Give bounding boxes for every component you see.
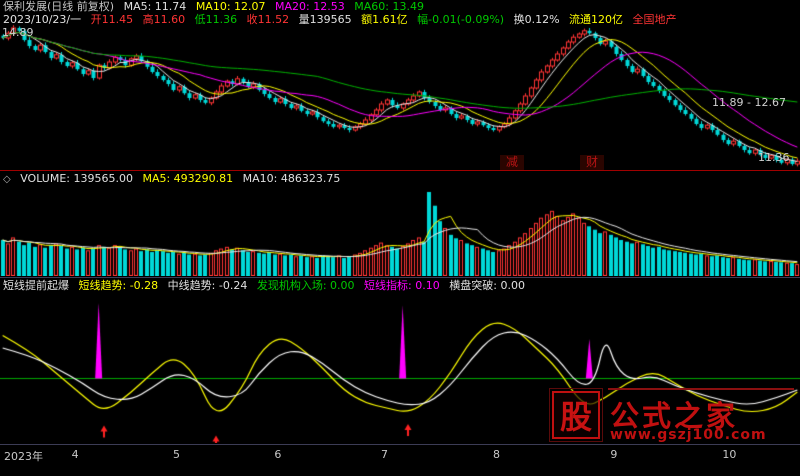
price-axis-label-low: 11.36 [758,151,790,164]
indicator-canvas[interactable] [0,293,800,443]
volume-bars-canvas[interactable] [0,186,800,276]
x-axis-month-label: 7 [381,448,388,461]
main-chart-header: 保利发展(日线 前复权) MA5: 11.74 MA10: 12.07 MA20… [3,1,430,13]
volume-ma10-value: MA10: 486323.75 [242,172,341,185]
pane-divider [0,170,800,171]
quote-close: 收11.52 [246,13,290,26]
pane-divider [0,277,800,278]
main-candlestick-canvas[interactable] [0,24,800,170]
watermark-char-left: 减 [500,155,524,170]
logo-divider-line [608,388,794,390]
quote-header: 2023/10/23/一 开11.45 高11.60 低11.36 收11.52… [3,14,683,26]
pane-toggle-icon[interactable]: ◇ [3,174,11,185]
quote-low: 低11.36 [194,13,238,26]
price-range-label: 11.89 - 12.67 [712,96,786,109]
quote-high: 高11.60 [142,13,186,26]
pane-divider [0,444,800,445]
short-trend-value: 短线趋势: -0.28 [78,279,159,292]
quote-amount: 额1.61亿 [361,13,408,26]
short-index-value: 短线指标: 0.10 [364,279,440,292]
ma20-value: MA20: 12.53 [275,0,345,13]
site-logo-badge: 股 [549,388,603,442]
indicator-name: 短线提前起爆 [3,279,69,292]
quote-turnover: 换0.12% [513,13,560,26]
ma10-value: MA10: 12.07 [195,0,266,13]
volume-ma5-value: MA5: 493290.81 [142,172,234,185]
ma5-value: MA5: 11.74 [123,0,187,13]
x-axis-month-label: 8 [493,448,500,461]
quote-change: 幅-0.01(-0.09%) [417,13,505,26]
breakout-value: 横盘突破: 0.00 [449,279,525,292]
site-watermark: 股 公式之家 www.gszj100.com [549,386,794,444]
price-axis-label-high: 14.89 [2,26,34,39]
volume-header: ◇ VOLUME: 139565.00 MA5: 493290.81 MA10:… [3,173,346,186]
quote-date: 2023/10/23/一 [3,13,82,26]
inst-entry-value: 发现机构入场: 0.00 [256,279,355,292]
volume-value: VOLUME: 139565.00 [20,172,133,185]
x-axis-year-label: 2023年 [4,450,43,463]
ma60-value: MA60: 13.49 [354,0,424,13]
x-axis: 2023年 4 5 6 7 8 9 10 [0,448,800,466]
quote-float: 流通120亿 [569,13,624,26]
mid-trend-value: 中线趋势: -0.24 [167,279,248,292]
quote-sector: 全国地产 [632,13,677,26]
quote-volume: 量139565 [298,13,352,26]
site-watermark-url: www.gszj100.com [610,427,767,443]
stock-title: 保利发展(日线 前复权) [3,0,115,13]
x-axis-month-label: 4 [71,448,79,461]
x-axis-month-label: 9 [610,448,618,461]
x-axis-month-label: 6 [274,448,282,461]
quote-open: 开11.45 [90,13,134,26]
indicator-header: 短线提前起爆 短线趋势: -0.28 中线趋势: -0.24 发现机构入场: 0… [3,280,531,292]
x-axis-month-label: 5 [173,448,180,461]
watermark-char-right: 财 [580,155,604,170]
site-watermark-title: 公式之家 [610,399,739,433]
x-axis-month-label: 10 [722,448,737,461]
